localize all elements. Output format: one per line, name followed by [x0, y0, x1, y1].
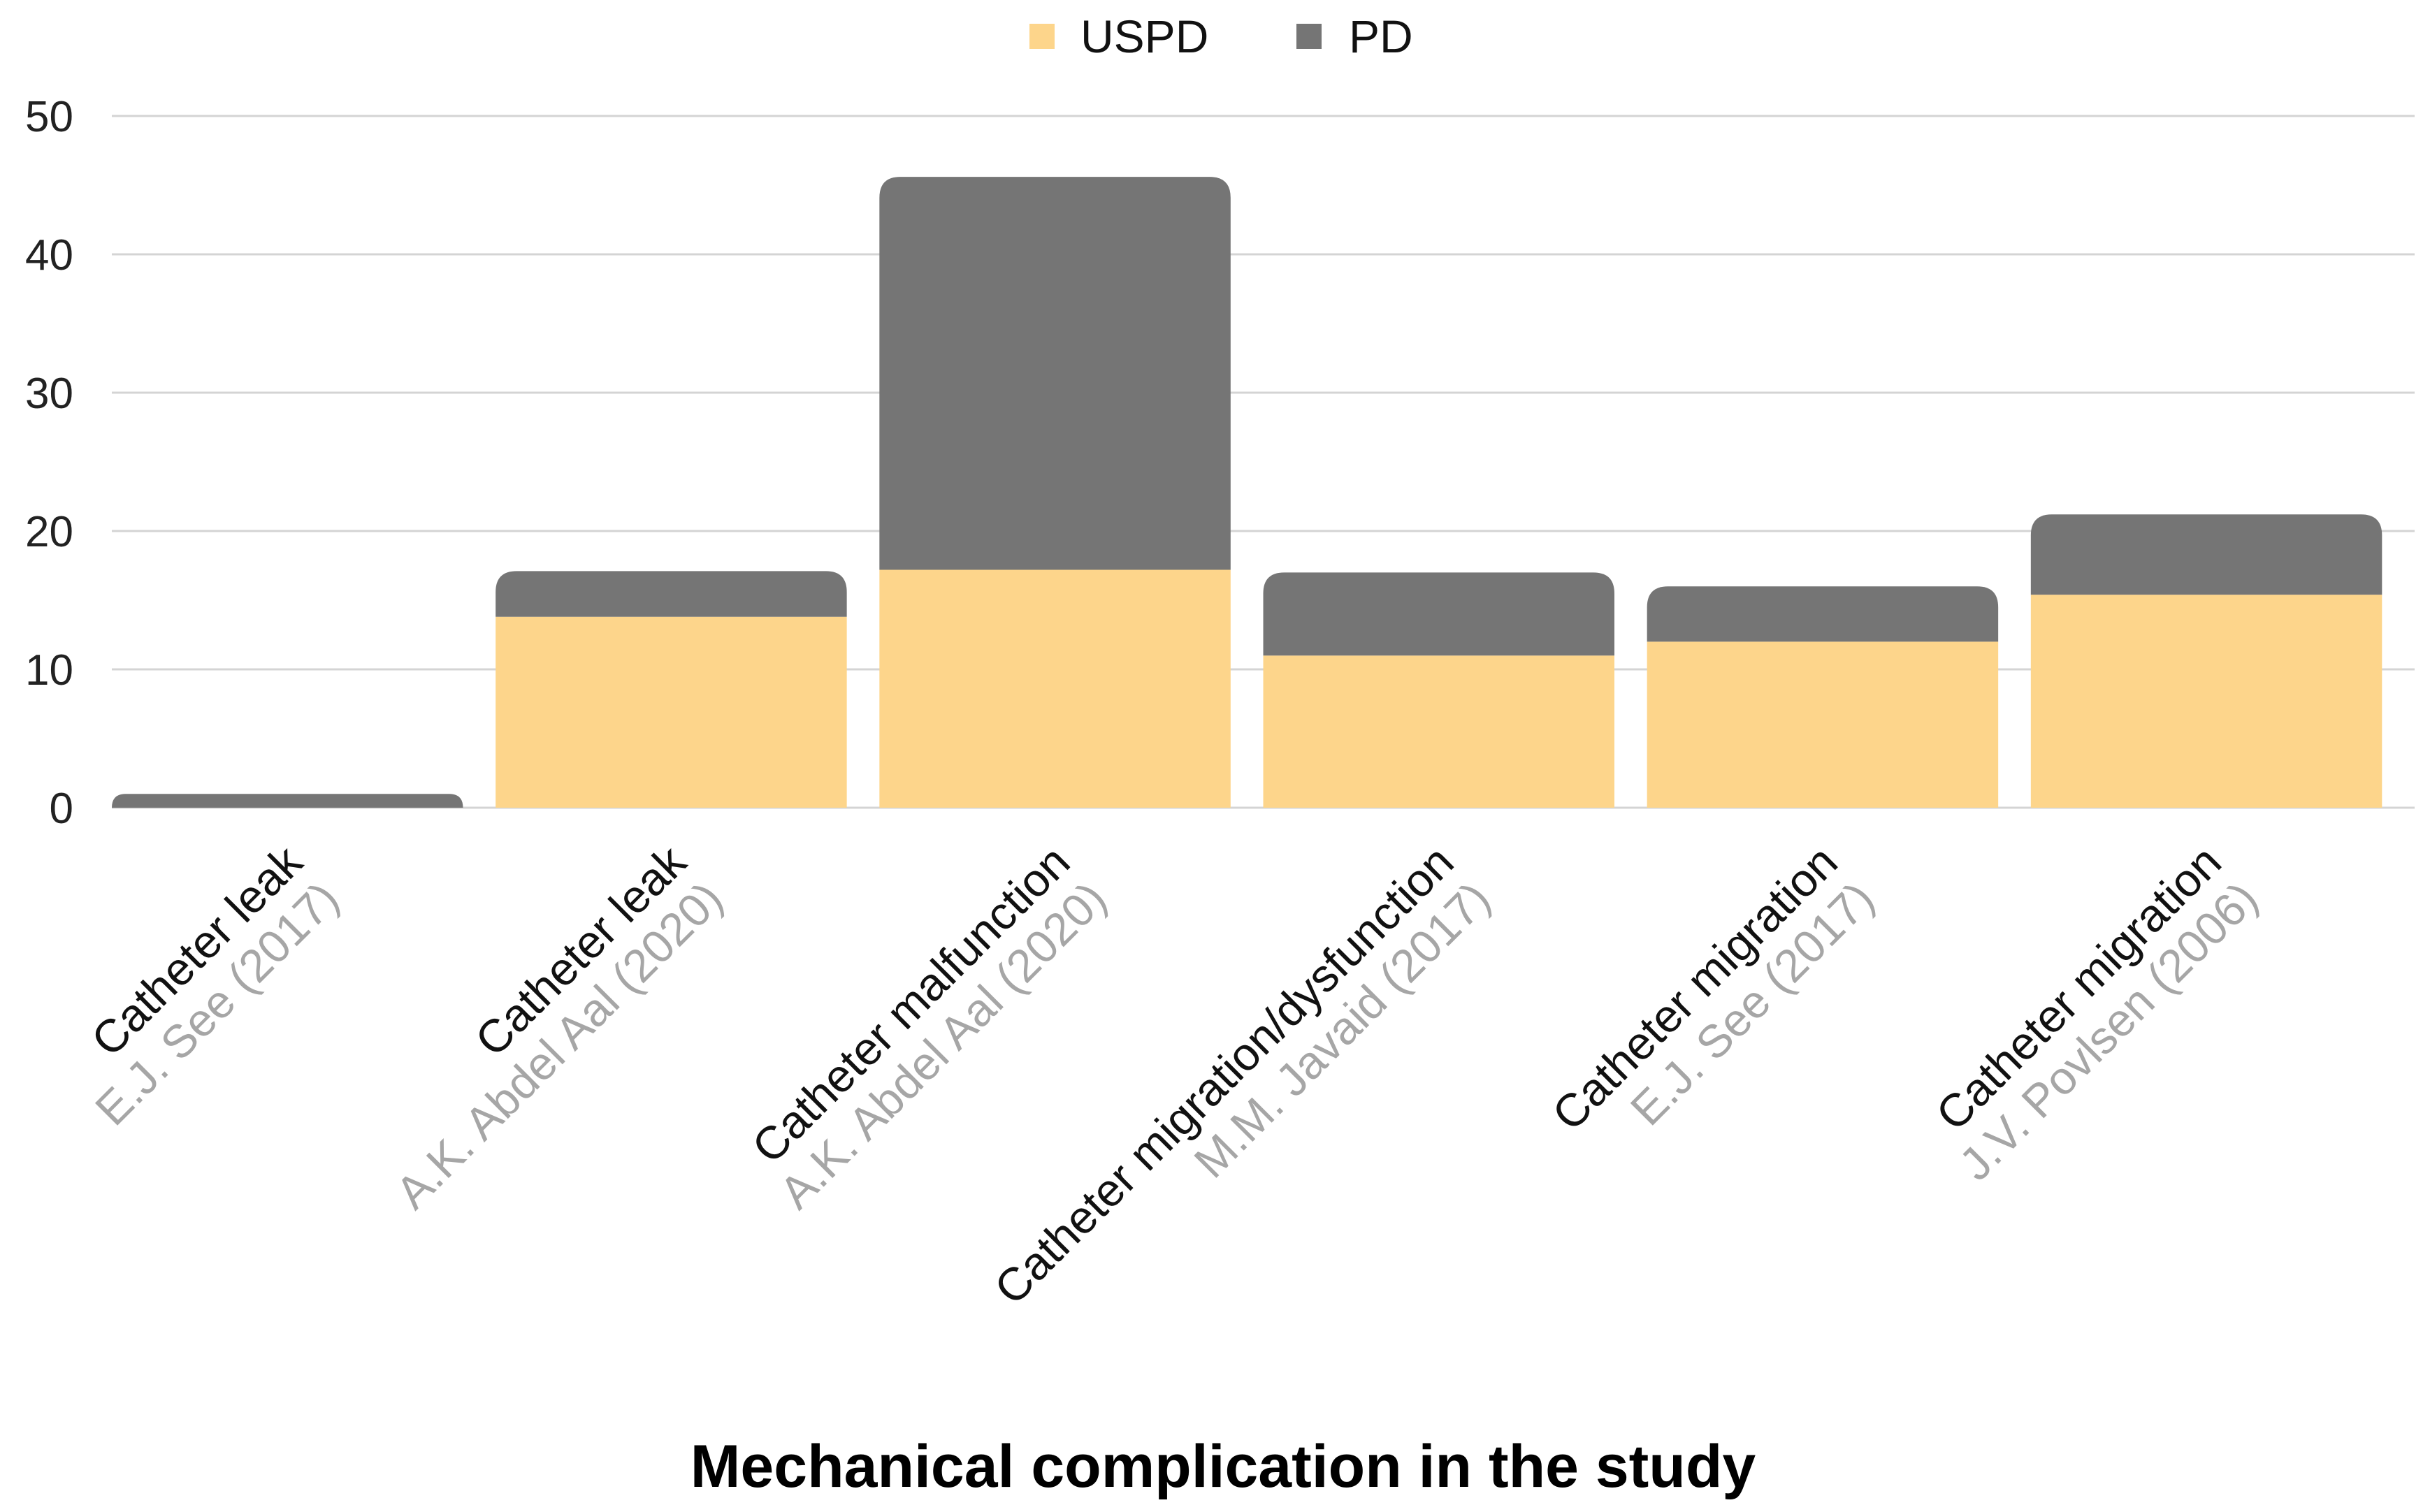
y-axis: 0 10 20 30 40 50	[25, 93, 73, 833]
bars	[112, 177, 2382, 808]
legend-label-pd: PD	[1349, 10, 1413, 62]
x-category-study: J.V. Povlsen (2006)	[1949, 872, 2267, 1190]
y-tick-label: 40	[25, 231, 73, 279]
y-tick-label: 20	[25, 508, 73, 556]
bar-uspd-4	[1263, 655, 1614, 808]
x-category-study: A.K. Abdel Aal (2020)	[386, 872, 732, 1219]
bar-pd-4	[1263, 572, 1614, 656]
bar-uspd-5	[1647, 641, 1999, 808]
bar-uspd-6	[2030, 595, 2382, 808]
y-tick-label: 30	[25, 370, 73, 418]
bar-pd-6	[2030, 514, 2382, 595]
legend-swatch-uspd	[1029, 24, 1055, 49]
x-category-study: A.K. Abdel Aal (2020)	[769, 872, 1116, 1219]
legend-label-uspd: USPD	[1080, 10, 1208, 62]
bar-pd-1	[112, 794, 463, 808]
y-tick-label: 10	[25, 646, 73, 695]
x-category-name: Catheter malfunction	[742, 836, 1080, 1173]
x-axis-title: Mechanical complication in the study	[690, 1433, 1756, 1500]
y-tick-label: 50	[25, 93, 73, 141]
bar-uspd-3	[879, 569, 1231, 808]
bar-uspd-2	[496, 616, 847, 808]
legend-swatch-pd	[1296, 24, 1322, 49]
legend: USPD PD	[1029, 10, 1413, 62]
bar-pd-3	[879, 177, 1231, 570]
bar-pd-2	[496, 571, 847, 617]
bar-pd-5	[1647, 586, 1999, 642]
y-tick-label: 0	[50, 785, 73, 833]
